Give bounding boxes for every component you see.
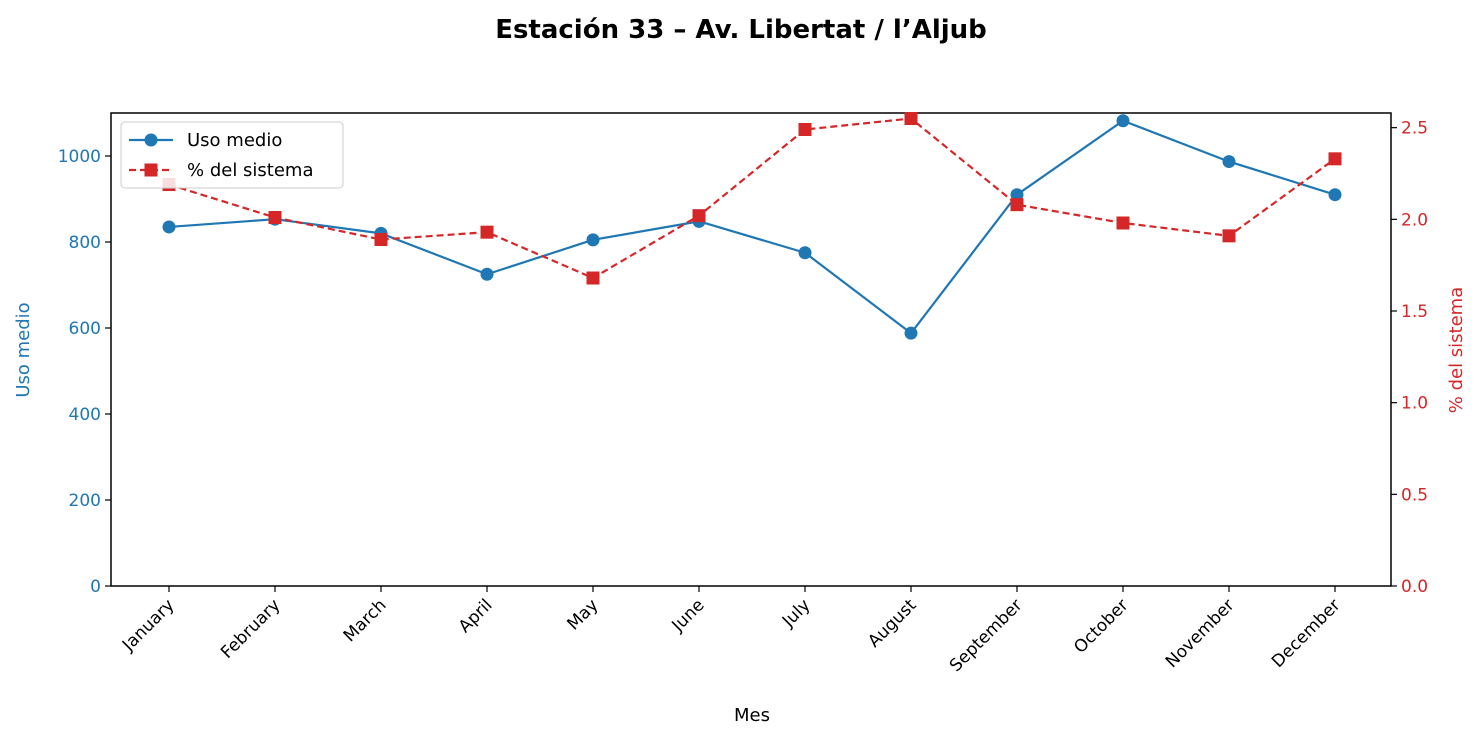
x-tick-label: July [778, 595, 814, 631]
data-point-uso-medio [1328, 188, 1342, 202]
series-line-pct-sistema [168, 117, 1336, 280]
x-tick-label: April [455, 595, 497, 637]
right-y-axis-label: % del sistema [1446, 287, 1467, 414]
data-point-pct-sistema [374, 233, 388, 246]
left-y-axis: 0 200 400 600 800 1000 [58, 147, 111, 597]
x-tick-label: October [1070, 595, 1132, 657]
left-y-tick-label: 800 [69, 233, 101, 253]
legend-marker-pct-sistema [144, 163, 158, 177]
data-point-uso-medio [798, 246, 812, 260]
data-point-uso-medio [1116, 114, 1130, 128]
legend-label-pct-sistema: % del sistema [187, 160, 314, 181]
data-point-pct-sistema [798, 123, 812, 136]
plot-border [110, 112, 1392, 587]
data-point-uso-medio [904, 326, 918, 340]
left-y-tick-label: 200 [69, 491, 101, 511]
series-layer [162, 112, 1342, 340]
data-point-uso-medio [586, 233, 600, 247]
left-y-tick-label: 400 [69, 405, 101, 425]
right-y-axis: 0.0 0.5 1.0 1.5 2.0 2.5 [1391, 119, 1428, 597]
right-y-tick-label: 0.5 [1401, 485, 1428, 505]
x-tick-label: May [564, 595, 603, 634]
data-point-pct-sistema [1116, 216, 1130, 230]
x-tick-label: March [340, 595, 391, 646]
series-line-uso-medio [168, 119, 1336, 335]
left-y-axis-label: Uso medio [13, 302, 34, 397]
right-y-tick-label: 2.0 [1401, 210, 1428, 230]
data-point-pct-sistema [1010, 198, 1024, 212]
left-y-tick-label: 0 [90, 577, 101, 597]
data-point-pct-sistema [480, 225, 494, 239]
x-tick-label: September [946, 595, 1027, 676]
x-tick-label: November [1162, 595, 1239, 672]
data-point-pct-sistema [904, 112, 918, 125]
plot-frame [110, 112, 1392, 587]
x-axis-label: Mes [734, 705, 770, 726]
data-point-pct-sistema [692, 209, 706, 223]
x-tick-label: June [668, 595, 709, 636]
data-point-pct-sistema [586, 271, 600, 285]
data-point-uso-medio [162, 220, 176, 234]
data-point-uso-medio [1222, 155, 1236, 169]
right-y-tick-label: 1.5 [1401, 302, 1428, 322]
left-y-tick-label: 1000 [58, 147, 101, 167]
x-axis: January February March April May June July Augu… [118, 586, 1345, 676]
x-tick-label: January [118, 595, 178, 655]
data-point-pct-sistema [268, 211, 282, 224]
x-tick-label: February [217, 595, 284, 662]
legend-marker-uso-medio [144, 133, 158, 147]
legend: Uso medio % del sistema [120, 121, 344, 189]
legend-label-uso-medio: Uso medio [187, 130, 282, 151]
chart-title: Estación 33 – Av. Libertat / l’Aljub [495, 15, 987, 45]
right-y-tick-label: 2.5 [1401, 119, 1428, 139]
x-tick-label: August [864, 595, 920, 651]
right-y-tick-label: 1.0 [1401, 394, 1428, 414]
x-tick-label: December [1268, 595, 1344, 671]
data-point-pct-sistema [1222, 229, 1236, 243]
left-y-tick-label: 600 [69, 319, 101, 339]
legend-box [120, 121, 344, 189]
data-point-pct-sistema [1328, 152, 1342, 166]
data-point-uso-medio [1010, 188, 1024, 202]
data-point-uso-medio [480, 267, 494, 281]
right-y-tick-label: 0.0 [1401, 577, 1428, 597]
